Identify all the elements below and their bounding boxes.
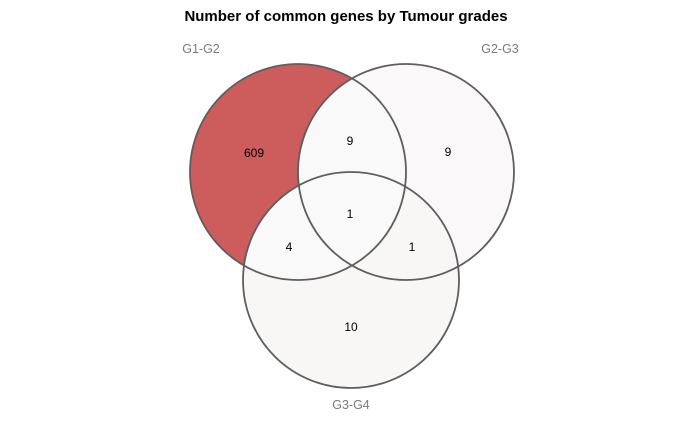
count-g1g2-g3g4: 4 [286, 240, 293, 254]
count-g1g2-g2g3: 9 [347, 134, 354, 148]
count-g3-g4-only: 10 [344, 320, 358, 334]
circle-g1-g2-outline [189, 63, 407, 281]
circle-g3-g4-outline [242, 171, 460, 389]
count-g2g3-g3g4: 1 [409, 240, 416, 254]
set-label-g3-g4: G3-G4 [332, 398, 370, 412]
chart-title: Number of common genes by Tumour grades [184, 8, 507, 25]
set-label-g1-g2: G1-G2 [182, 42, 220, 56]
count-g1-g2-only: 609 [244, 146, 264, 160]
set-label-g2-g3: G2-G3 [481, 42, 519, 56]
count-g2-g3-only: 9 [445, 145, 452, 159]
count-all-three: 1 [347, 207, 354, 221]
circle-g2-g3-outline [297, 63, 515, 281]
